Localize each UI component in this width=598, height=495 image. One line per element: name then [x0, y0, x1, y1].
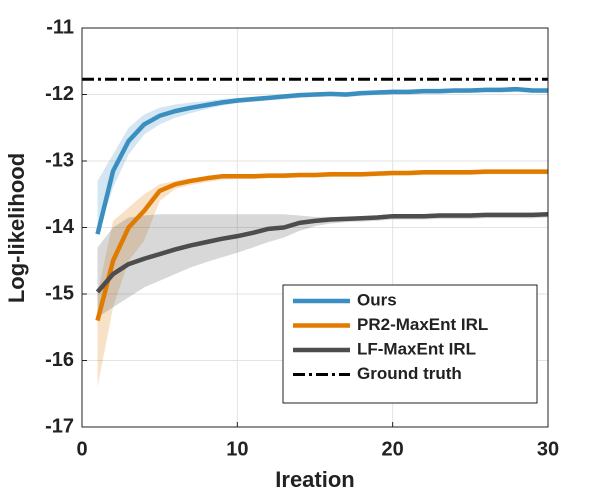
legend-label: PR2-MaxEnt IRL	[357, 315, 488, 334]
y-tick-label: -11	[46, 16, 74, 38]
y-tick-label: -14	[45, 216, 75, 238]
plot-frame	[81, 27, 549, 428]
error-band	[97, 212, 549, 318]
y-tick-label: -17	[45, 415, 74, 437]
x-tick-label: 10	[226, 438, 248, 460]
line	[95, 86, 548, 235]
x-axis-label: Ireation	[275, 467, 354, 492]
line	[95, 169, 548, 322]
y-tick-label: -15	[45, 282, 74, 304]
line	[95, 211, 549, 294]
legend-box	[282, 284, 538, 404]
y-tick-label: -13	[45, 149, 74, 171]
y-tick-label: -16	[45, 349, 74, 371]
x-tick-label: 30	[537, 438, 559, 460]
legend-label: LF-MaxEnt IRL	[357, 339, 476, 358]
y-axis-label: Log-likelihood	[4, 153, 29, 303]
x-tick-label: 0	[76, 438, 87, 460]
x-tick-label: 20	[382, 438, 404, 460]
legend-label: Ground truth	[357, 364, 462, 383]
legend-label: Ours	[357, 290, 397, 309]
y-tick-label: -12	[45, 83, 74, 105]
